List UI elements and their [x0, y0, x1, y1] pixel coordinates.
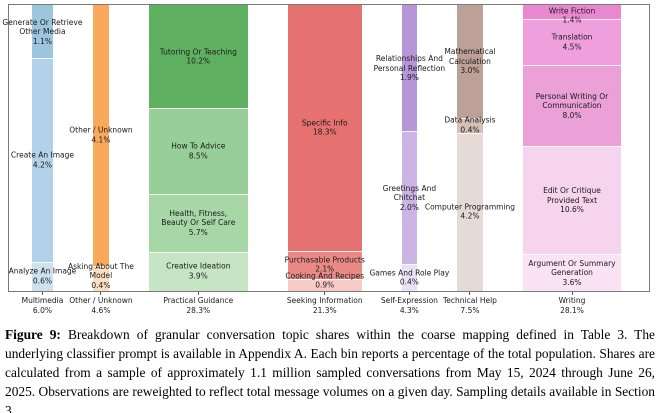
- x-axis-label-writing: Writing 28.1%: [558, 296, 586, 315]
- chart-segment-relationships-and-personal-reflection: [401, 5, 417, 132]
- figure-label: Figure 9:: [5, 327, 61, 342]
- chart-segment-create-an-image: [32, 58, 53, 262]
- mekko-column-practical-guidance: [148, 5, 248, 291]
- chart-segment-how-to-advice: [148, 108, 248, 194]
- x-tick-multimedia: [41, 292, 43, 295]
- mekko-column-writing: [523, 5, 621, 291]
- chart-segment-health-fitness-beauty-or-self-care: [148, 193, 248, 252]
- mekko-column-other-unknown: [92, 5, 109, 291]
- chart-segment-specific-info: [287, 5, 362, 251]
- chart-segment-games-and-role-play: [401, 264, 417, 291]
- chart-segment-translation: [523, 19, 621, 66]
- x-axis: Multimedia 6.0% Other / Unknown 4.6% Pract…: [9, 292, 651, 320]
- mekko-column-self-expression: [401, 5, 417, 291]
- x-axis-label-seeking-information: Seeking Information 21.3%: [286, 296, 363, 315]
- chart-segment-edit-or-critique-provided-text: [523, 146, 621, 255]
- chart-segment-write-fiction: [523, 5, 621, 20]
- figure-caption-text: Breakdown of granular conversation topic…: [5, 327, 655, 413]
- chart-plot: Generate Or Retrieve Other Media 1.1% Cre…: [2, 4, 650, 292]
- x-axis-label-technical-help: Technical Help 7.5%: [442, 296, 497, 315]
- chart-segment-tutoring-or-teaching: [148, 5, 248, 109]
- x-tick-practical-guidance: [197, 292, 199, 295]
- chart-segment-asking-about-the-model: [92, 265, 109, 291]
- chart-segment-mathematical-calculation: [456, 5, 484, 118]
- x-axis-label-multimedia: Multimedia 6.0%: [21, 296, 64, 315]
- chart-segment-purchasable-products: [287, 250, 362, 279]
- chart-segment-personal-writing-or-communication: [523, 65, 621, 147]
- mekko-column-technical-help: [456, 5, 484, 291]
- x-axis-label-practical-guidance: Practical Guidance 28.3%: [163, 296, 234, 315]
- chart-segment-other-unknown: [92, 5, 109, 266]
- chart-segment-generate-or-retrieve-other-media: [32, 5, 53, 59]
- chart-segment-argument-or-summary-generation: [523, 254, 621, 291]
- chart-segment-greetings-and-chitchat: [401, 131, 417, 265]
- chart-segment-data-analysis: [456, 117, 484, 133]
- x-tick-self-expression: [408, 292, 410, 295]
- x-tick-writing: [571, 292, 573, 295]
- x-tick-seeking-information: [324, 292, 326, 295]
- x-axis-label-self-expression: Self-Expression 4.3%: [380, 296, 438, 315]
- x-tick-technical-help: [469, 292, 471, 295]
- chart-segment-cooking-and-recipes: [287, 278, 362, 291]
- x-tick-other-unknown: [100, 292, 102, 295]
- mekko-column-multimedia: [32, 5, 53, 291]
- chart-segment-analyze-an-image: [32, 261, 53, 291]
- figure-caption: Figure 9: Breakdown of granular conversa…: [5, 325, 655, 413]
- mekko-column-seeking-information: [287, 5, 362, 291]
- chart-segment-computer-programming: [456, 132, 484, 291]
- x-axis-label-other-unknown: Other / Unknown 4.6%: [69, 296, 133, 315]
- chart-segment-creative-ideation: [148, 251, 248, 291]
